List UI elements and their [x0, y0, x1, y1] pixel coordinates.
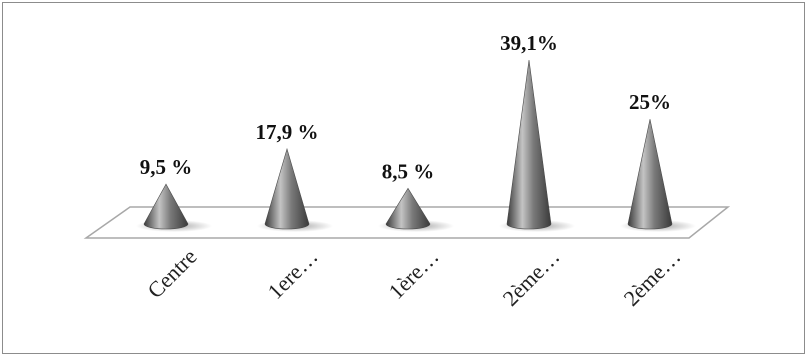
cone-bar: [143, 183, 189, 230]
category-label: 2ème…: [498, 244, 565, 311]
category-label: 1ère…: [384, 244, 444, 304]
chart-frame: [2, 2, 805, 354]
category-label: 1ere…: [263, 244, 323, 304]
cone-bar: [264, 147, 310, 230]
data-label: 8,5 %: [382, 159, 435, 183]
data-label: 39,1%: [500, 31, 558, 55]
cone-bar: [506, 59, 552, 230]
cone-bar: [385, 187, 431, 230]
category-label: 2ème…: [619, 244, 686, 311]
data-label: 17,9 %: [256, 120, 319, 144]
cone-bar: [627, 119, 673, 230]
data-label: 9,5 %: [140, 155, 193, 179]
data-label: 25%: [629, 90, 671, 114]
category-label: Centre: [142, 244, 201, 303]
